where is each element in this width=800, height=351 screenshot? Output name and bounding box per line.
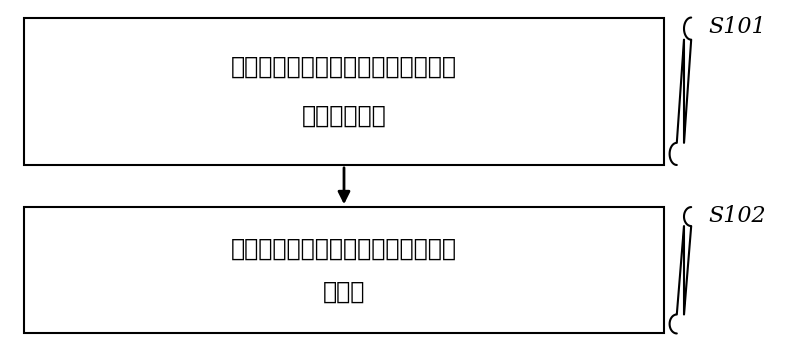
- Text: 对器件的待测区域进行辐照，产生单: 对器件的待测区域进行辐照，产生单: [231, 55, 457, 79]
- Bar: [24, 18, 664, 165]
- Text: 用示波器捕获捕获所述单粒子脉冲电: 用示波器捕获捕获所述单粒子脉冲电: [231, 237, 457, 261]
- Text: 粒子脉冲信号: 粒子脉冲信号: [302, 104, 386, 128]
- Text: S101: S101: [708, 16, 766, 38]
- Text: 流信号: 流信号: [323, 279, 365, 303]
- Bar: [24, 207, 664, 333]
- Text: S102: S102: [708, 205, 766, 227]
